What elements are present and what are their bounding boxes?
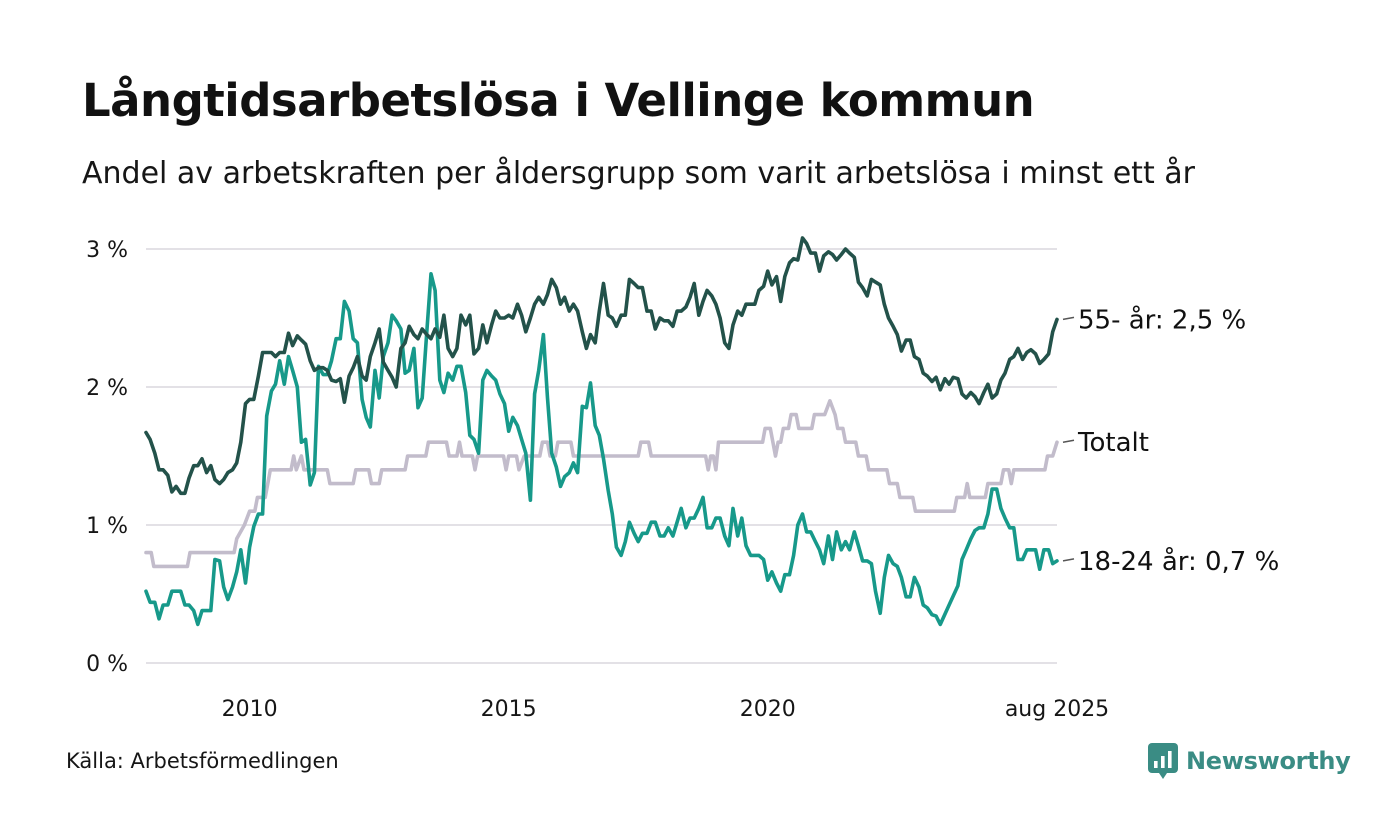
series-line (144, 272, 1059, 627)
series-label-leader (1062, 558, 1075, 562)
series-end-label: 55- år: 2,5 % (1078, 304, 1246, 335)
series-line (144, 236, 1059, 496)
series-end-labels: Totalt 18-24 år: 0,7 % 55- år: 2,5 % (1062, 304, 1279, 577)
y-tick-label: 1 % (86, 514, 128, 539)
y-tick-label: 0 % (86, 652, 128, 677)
x-tick-label: 2015 (481, 697, 537, 722)
newsworthy-logo-icon (1148, 743, 1178, 779)
x-tick-label: 2010 (222, 697, 278, 722)
series-line (144, 399, 1059, 569)
series-lines (144, 236, 1059, 627)
x-tick-label: aug 2025 (1005, 697, 1109, 722)
series-label-leader (1062, 439, 1075, 443)
grid-lines (146, 248, 1057, 664)
newsworthy-logo-text: Newsworthy (1186, 747, 1351, 775)
page-subtitle: Andel av arbetskraften per åldersgrupp s… (82, 156, 1195, 191)
source-note: Källa: Arbetsförmedlingen (66, 749, 339, 773)
x-axis-labels: 2010 2015 2020 aug 2025 (222, 697, 1110, 722)
page-title: Långtidsarbetslösa i Vellinge kommun (82, 74, 1035, 127)
y-tick-label: 3 % (86, 238, 128, 263)
newsworthy-logo[interactable]: Newsworthy (1148, 743, 1351, 779)
series-end-label: 18-24 år: 0,7 % (1078, 546, 1279, 577)
y-axis-labels: 0 % 1 % 2 % 3 % (86, 238, 128, 677)
y-tick-label: 2 % (86, 376, 128, 401)
series-end-label: Totalt (1077, 428, 1149, 458)
series-label-leader (1062, 316, 1075, 321)
x-tick-label: 2020 (740, 697, 796, 722)
